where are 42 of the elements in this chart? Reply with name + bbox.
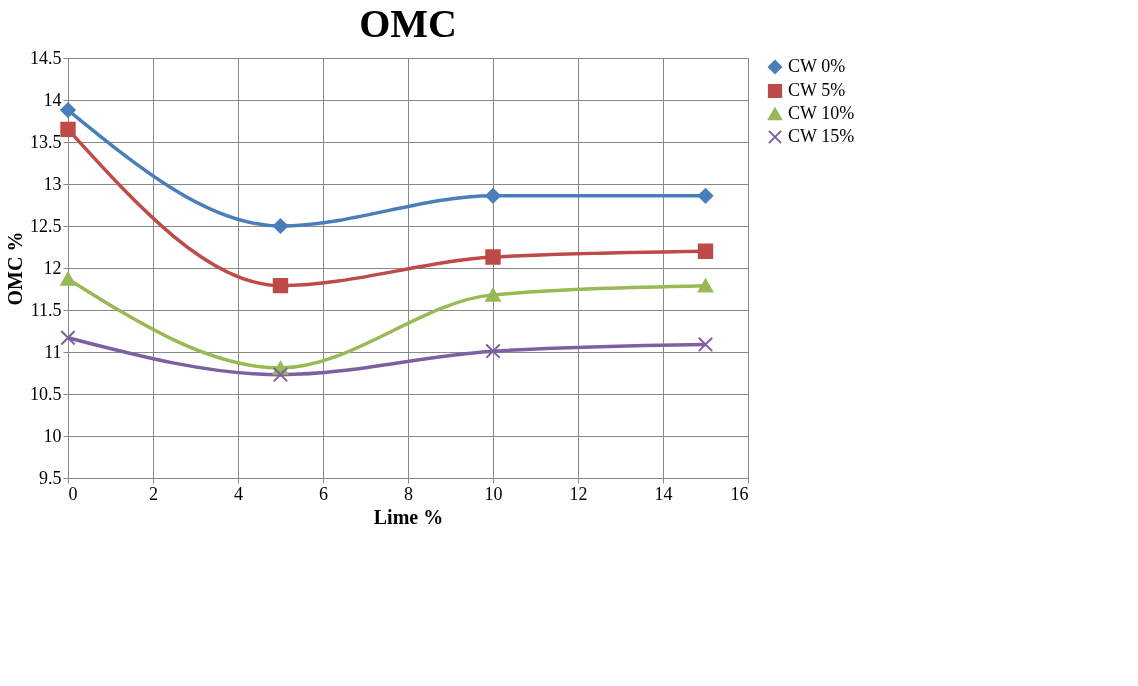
point — [272, 366, 289, 383]
point — [485, 343, 501, 359]
x-tick-label: 10 — [484, 483, 503, 504]
x-tick-label: 8 — [404, 483, 413, 504]
legend-label: CW 0% — [788, 56, 846, 76]
y-tick-label: 13 — [43, 173, 62, 194]
x-tick-label: 4 — [234, 483, 243, 504]
x-tick-label: 12 — [569, 483, 588, 504]
x-axis-title: Lime % — [373, 505, 444, 528]
y-tick-label: 10 — [43, 425, 62, 446]
legend-label: CW 10% — [788, 103, 855, 123]
x-tick-label: 6 — [319, 483, 328, 504]
point — [60, 272, 76, 286]
y-tick-label: 13.5 — [30, 131, 62, 152]
y-tick-label: 10.5 — [30, 383, 62, 404]
point — [485, 288, 501, 302]
point — [485, 249, 501, 265]
point — [60, 121, 76, 138]
x-tick-label: 14 — [654, 483, 673, 504]
x-tick-label: 0 — [68, 483, 78, 504]
y-tick-label: 14.5 — [30, 47, 62, 68]
point — [697, 188, 714, 204]
y-tick-label: 9.5 — [39, 467, 62, 488]
legend-label: CW 15% — [788, 126, 855, 146]
y-tick-label: 12.5 — [30, 215, 62, 236]
point — [485, 188, 501, 204]
legend-label: CW 5% — [788, 80, 846, 100]
point — [697, 336, 714, 353]
y-tick-label: 14 — [43, 89, 62, 110]
point — [60, 330, 76, 346]
y-tick-label: 11 — [44, 341, 62, 362]
point — [272, 277, 289, 294]
point — [697, 278, 714, 293]
x-tick-label: 16 — [730, 483, 749, 504]
point — [697, 243, 714, 259]
point — [272, 218, 289, 234]
point — [60, 102, 76, 118]
chart-title: OMC — [359, 1, 457, 46]
y-tick-label: 11.5 — [30, 299, 62, 320]
y-tick-label: 12 — [43, 257, 62, 278]
x-tick-label: 2 — [149, 483, 158, 504]
y-axis-title: OMC % — [4, 231, 26, 306]
